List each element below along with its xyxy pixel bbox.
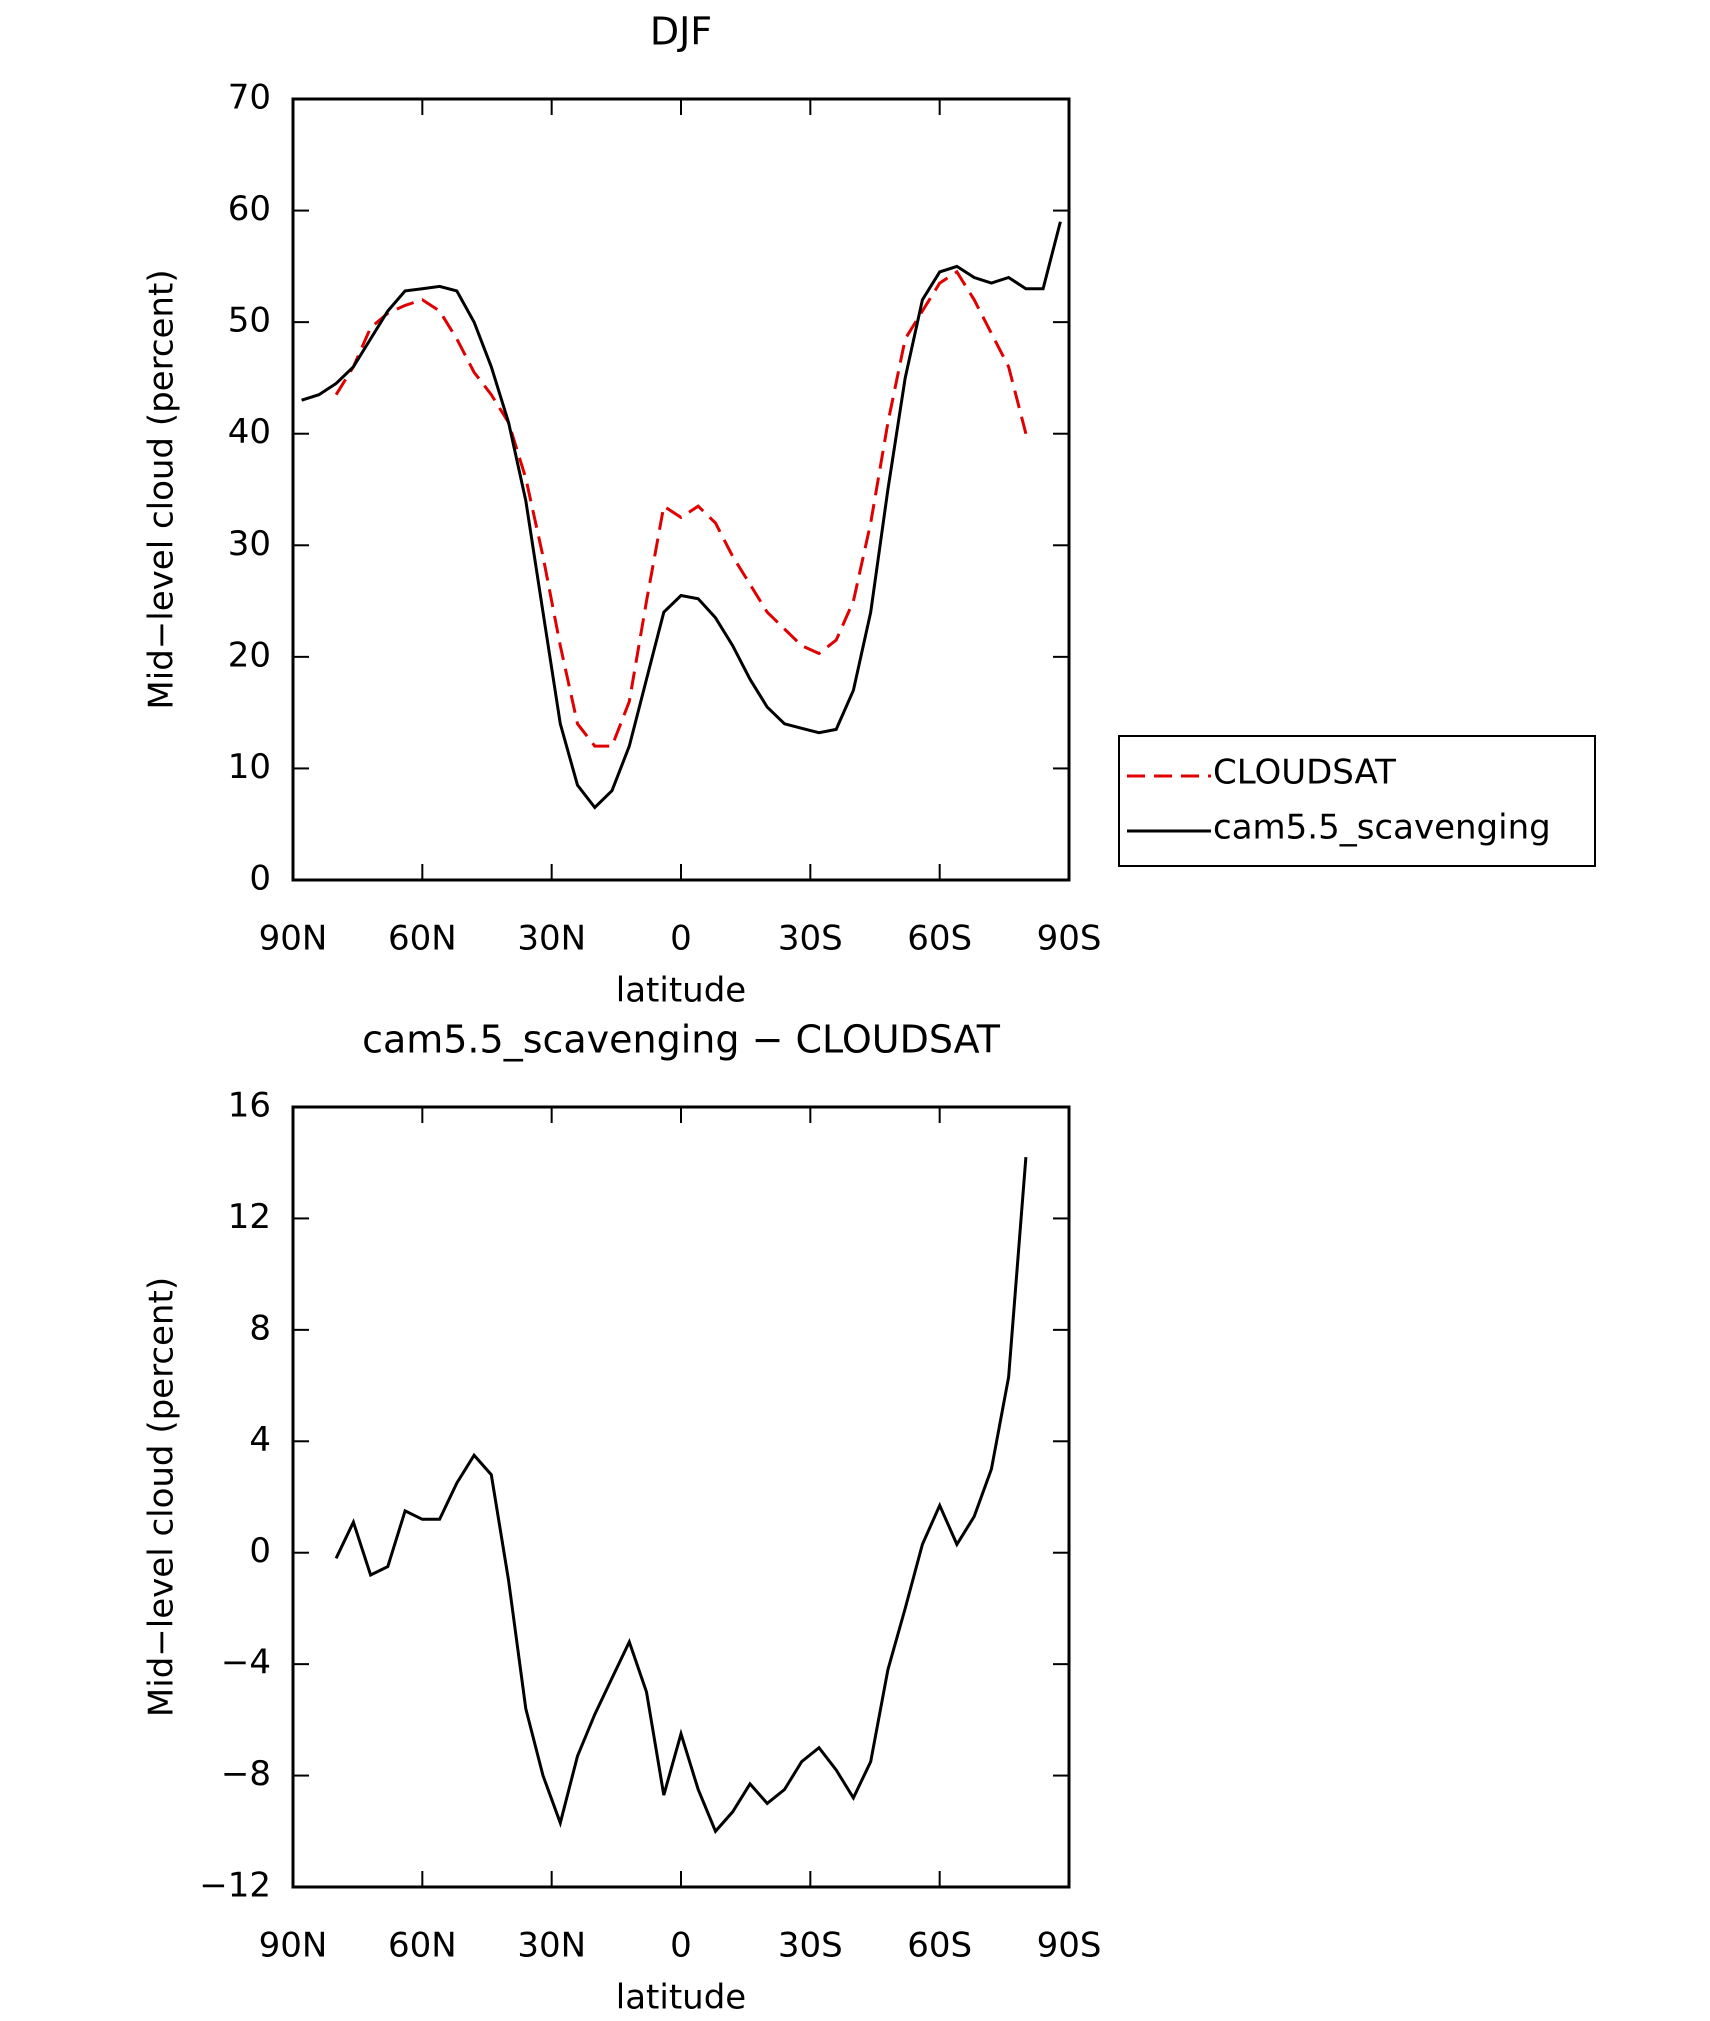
y-tick-label: 4 xyxy=(249,1420,271,1460)
y-tick-label: −12 xyxy=(199,1866,271,1906)
y-tick-label: 70 xyxy=(228,78,271,118)
x-tick-label: 60S xyxy=(907,919,972,959)
data-line xyxy=(334,1156,1028,1835)
x-tick-label: 0 xyxy=(670,919,692,959)
x-tick-label: 30N xyxy=(517,919,586,959)
y-tick-label: 20 xyxy=(228,635,271,675)
x-tick-label: 90N xyxy=(259,919,328,959)
y-tick-label: 30 xyxy=(228,524,271,564)
chart-title: cam5.5_scavenging − CLOUDSAT xyxy=(362,1018,1001,1062)
legend-label: CLOUDSAT xyxy=(1213,753,1396,793)
x-tick-label: 30S xyxy=(778,919,843,959)
x-axis-label: latitude xyxy=(616,1978,746,2018)
x-tick-label: 0 xyxy=(670,1926,692,1966)
x-tick-label: 90S xyxy=(1037,1926,1102,1966)
y-tick-label: 16 xyxy=(228,1086,271,1126)
x-tick-label: 30N xyxy=(517,1926,586,1966)
x-tick-label: 60S xyxy=(907,1926,972,1966)
y-tick-label: 8 xyxy=(249,1308,271,1348)
x-tick-label: 60N xyxy=(388,1926,457,1966)
chart-title: DJF xyxy=(650,10,712,54)
y-tick-label: −8 xyxy=(221,1754,271,1794)
y-tick-label: 40 xyxy=(228,412,271,452)
x-tick-label: 90S xyxy=(1037,919,1102,959)
legend-label: cam5.5_scavenging xyxy=(1213,808,1551,848)
y-tick-label: 0 xyxy=(249,859,271,899)
plot-frame xyxy=(291,97,1071,882)
y-tick-label: 0 xyxy=(249,1531,271,1571)
data-line xyxy=(334,269,1028,748)
y-axis-label: Mid−level cloud (percent) xyxy=(142,1277,182,1717)
x-axis-label: latitude xyxy=(616,971,746,1011)
x-tick-label: 90N xyxy=(259,1926,328,1966)
x-tick-label: 30S xyxy=(778,1926,843,1966)
y-tick-label: −4 xyxy=(221,1643,271,1683)
y-tick-label: 12 xyxy=(228,1197,271,1237)
data-line xyxy=(301,221,1062,810)
y-tick-label: 50 xyxy=(228,301,271,341)
y-tick-label: 60 xyxy=(228,189,271,229)
plot-frame xyxy=(291,1105,1071,1889)
y-axis-label: Mid−level cloud (percent) xyxy=(142,269,182,709)
legend-box xyxy=(1118,735,1596,867)
y-tick-label: 10 xyxy=(228,747,271,787)
x-tick-label: 60N xyxy=(388,919,457,959)
